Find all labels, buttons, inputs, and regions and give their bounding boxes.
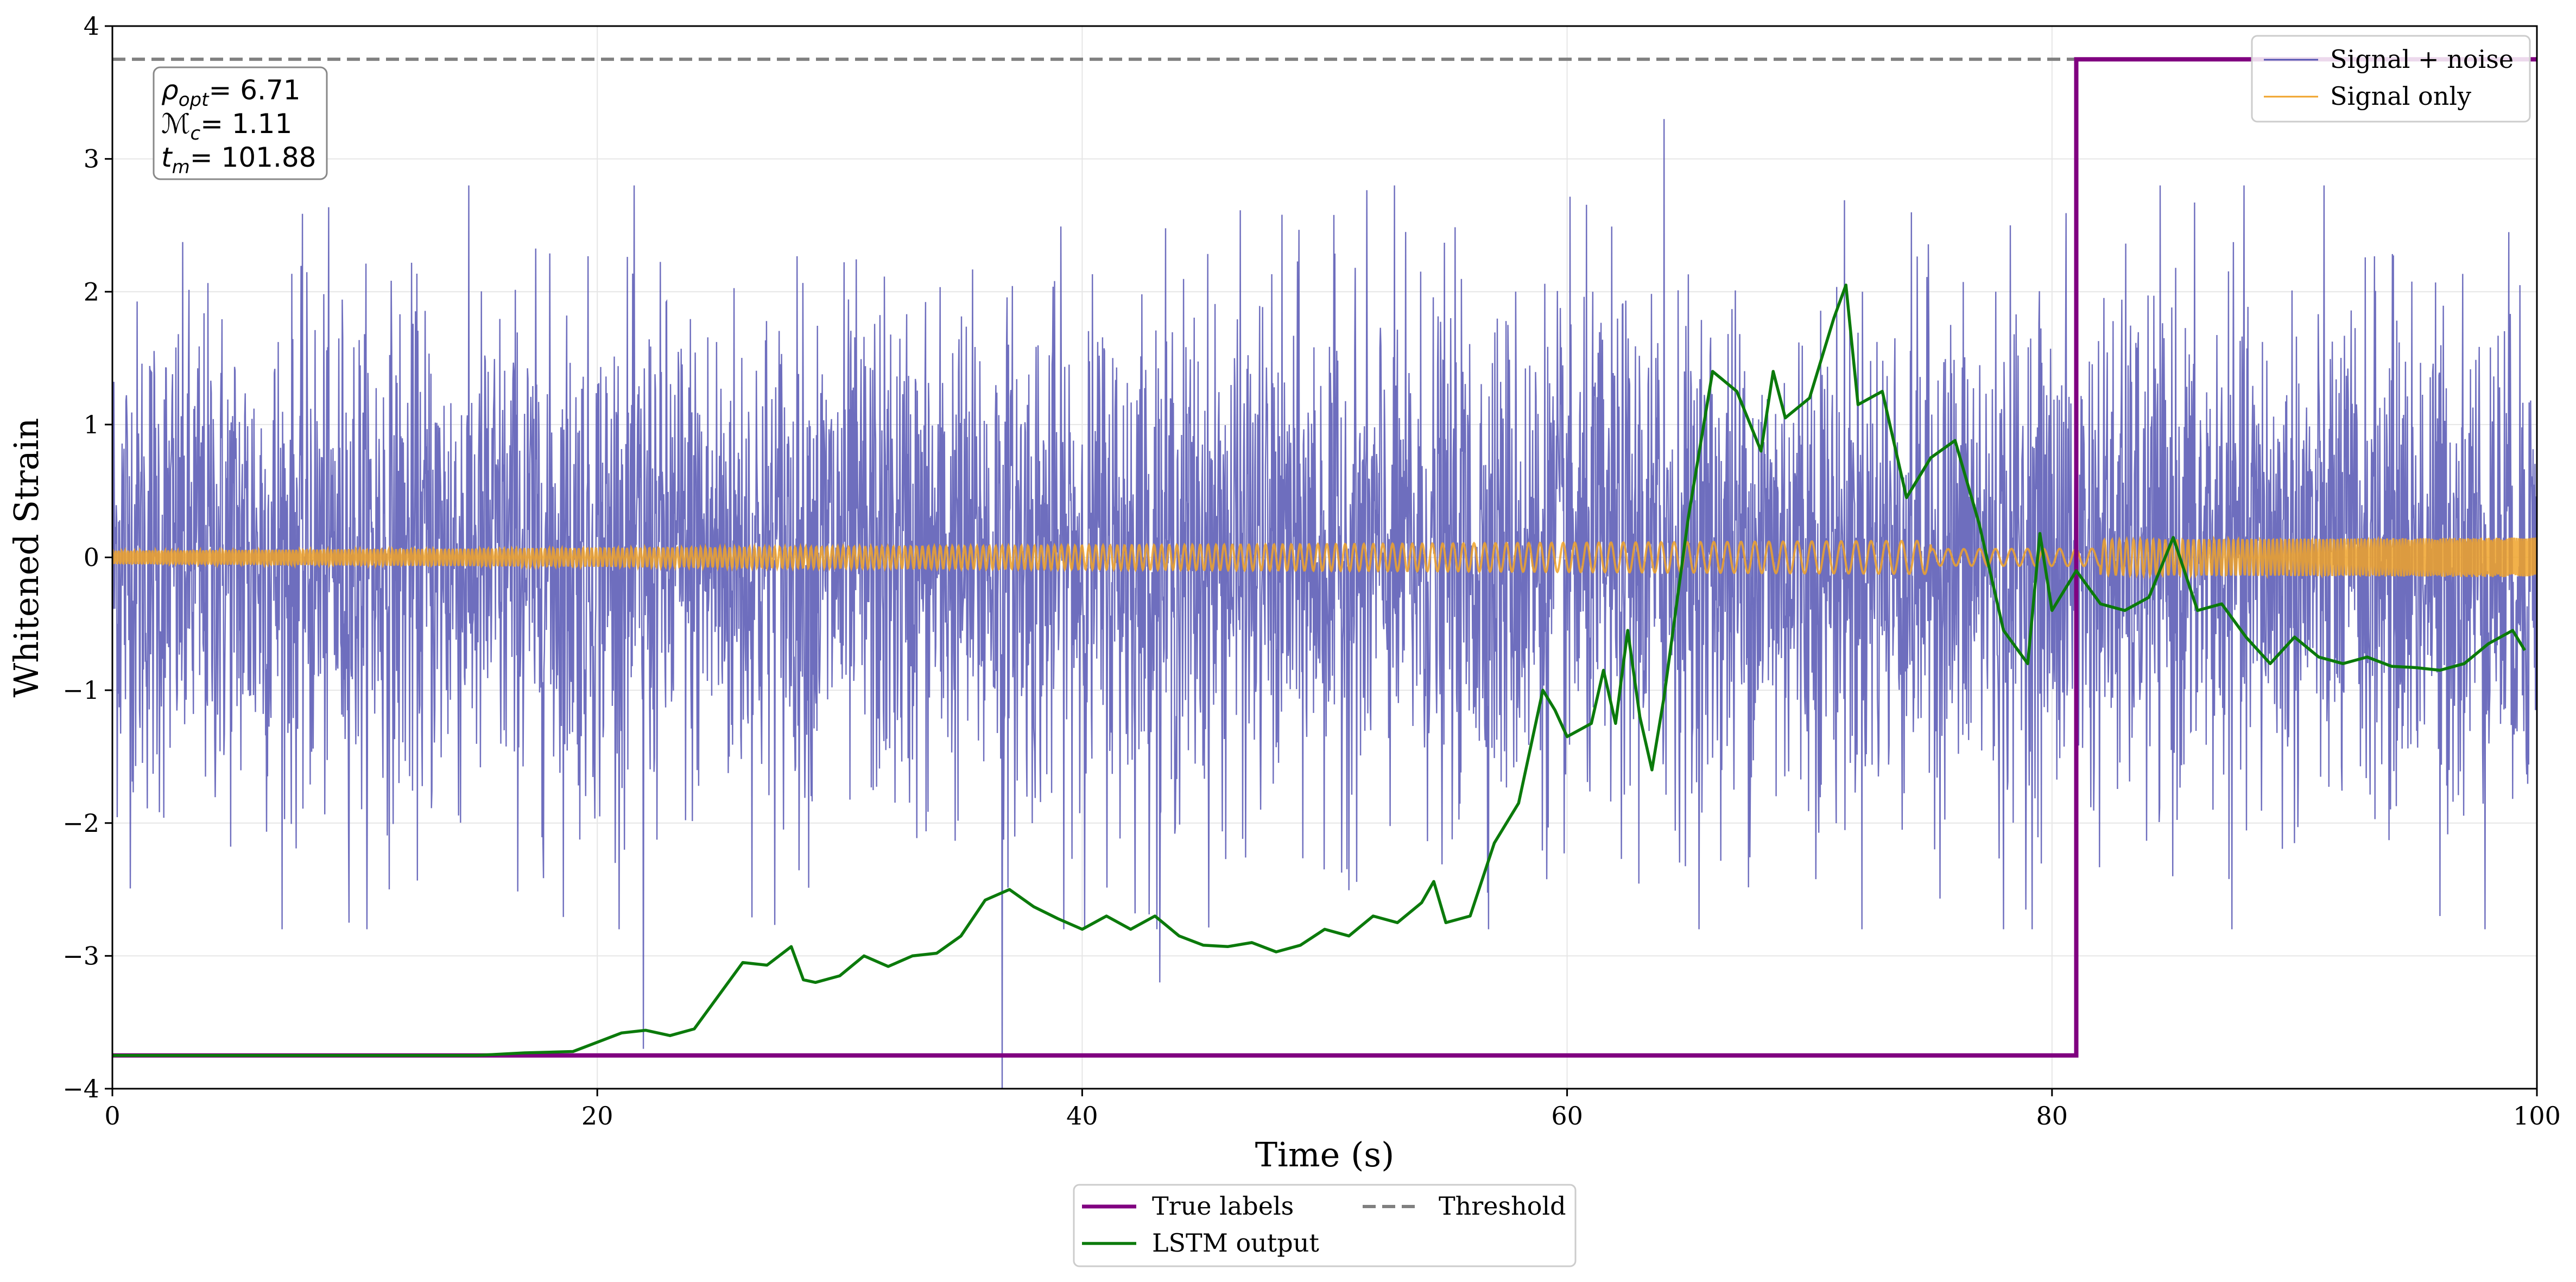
annotation-line-rho: ρopt= 6.71 (161, 74, 301, 111)
signal-only-series (112, 535, 2537, 579)
y-tick-label: −2 (62, 809, 99, 838)
x-tick-label: 80 (2036, 1101, 2068, 1131)
legend-lstm-output-label: LSTM output (1152, 1228, 1319, 1258)
legend-lower: True labels Threshold LSTM output (1073, 1184, 1577, 1267)
x-tick-label: 100 (2513, 1101, 2561, 1131)
y-tick-label: 3 (84, 144, 99, 174)
x-tick-label: 20 (581, 1101, 613, 1131)
annotation-box: ρopt= 6.71 ℳc= 1.11 tm= 101.88 (153, 66, 328, 180)
legend-threshold-label: Threshold (1439, 1191, 1566, 1221)
lstm-output-series (112, 283, 2527, 1057)
y-tick-label: 4 (84, 11, 99, 41)
y-axis-ticks: −4 −3 −2 −1 0 1 2 3 4 (62, 11, 112, 1103)
y-tick-label: 1 (84, 410, 99, 439)
annotation-line-chirp-mass: ℳc= 1.11 (161, 108, 292, 144)
legend-signal-noise-label: Signal + noise (2330, 45, 2514, 74)
y-axis-title: Whitened Strain (7, 418, 46, 698)
legend-signal-only-label: Signal only (2330, 81, 2471, 111)
x-axis-title: Time (s) (1255, 1135, 1395, 1174)
x-tick-label: 60 (1551, 1101, 1583, 1131)
y-tick-label: −4 (62, 1074, 99, 1103)
x-tick-label: 40 (1066, 1101, 1098, 1131)
x-axis-ticks: 0 20 40 60 80 100 (104, 1089, 2561, 1131)
x-tick-label: 0 (104, 1101, 120, 1131)
annotation-line-merger-time: tm= 101.88 (161, 142, 316, 178)
legend-true-labels-label: True labels (1152, 1191, 1294, 1221)
y-tick-label: −1 (62, 675, 99, 705)
y-tick-label: −3 (62, 941, 99, 970)
y-tick-label: 2 (84, 277, 99, 306)
legend-upper: Signal + noise Signal only (2251, 35, 2531, 123)
y-tick-label: 0 (84, 543, 99, 572)
